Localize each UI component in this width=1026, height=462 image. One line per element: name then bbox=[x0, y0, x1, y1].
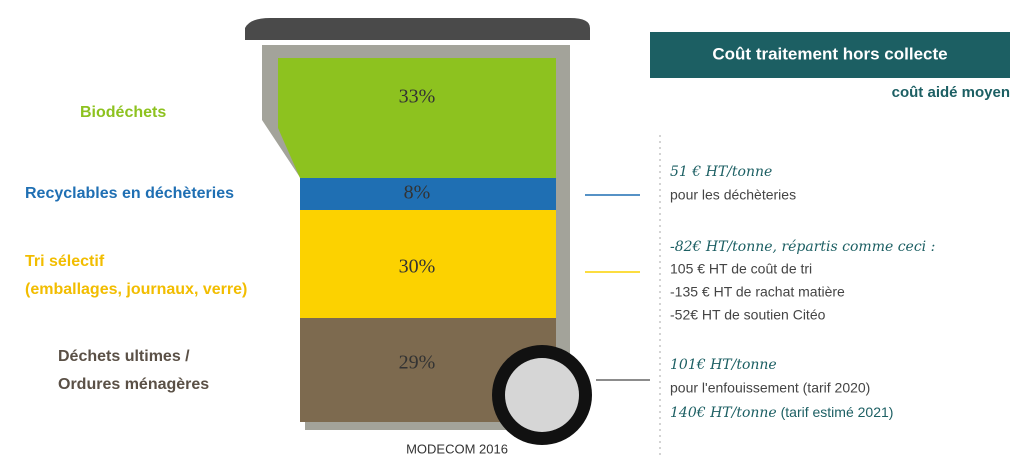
cost-line: pour les déchèteries bbox=[670, 187, 796, 203]
segment-label: Ordures ménagères bbox=[58, 376, 209, 393]
cost-headline: 51 € HT/tonne bbox=[670, 164, 772, 180]
segment-label: Biodéchets bbox=[80, 104, 166, 121]
cost-line: -135 € HT de rachat matière bbox=[670, 284, 845, 300]
header-box bbox=[650, 32, 1010, 78]
source: MODECOM 2016 bbox=[406, 441, 508, 456]
percent: 8% bbox=[404, 182, 431, 204]
segment-tri bbox=[300, 210, 556, 318]
header-title: Coût traitement hors collecte bbox=[712, 44, 947, 63]
segment-biodechets bbox=[278, 58, 556, 178]
cost-line: -52€ HT de soutien Citéo bbox=[670, 307, 826, 323]
cost-line: 140€ HT/tonne (tarif estimé 2021) bbox=[670, 404, 893, 421]
cost-headline: -82€ HT/tonne, répartis comme ceci : bbox=[670, 239, 935, 255]
percent: 29% bbox=[399, 352, 436, 374]
segment-label: Déchets ultimes / bbox=[58, 348, 190, 365]
percent: 33% bbox=[399, 86, 436, 108]
percent: 30% bbox=[399, 256, 436, 278]
wheel-hub bbox=[505, 358, 579, 432]
segment-label: Recyclables en déchèteries bbox=[25, 185, 234, 202]
header-subtitle: coût aidé moyen bbox=[892, 84, 1010, 101]
cost-line: pour l'enfouissement (tarif 2020) bbox=[670, 380, 870, 396]
cost-line: 105 € HT de coût de tri bbox=[670, 261, 812, 277]
segment-label: Tri sélectif bbox=[25, 253, 105, 270]
segment-label: (emballages, journaux, verre) bbox=[25, 281, 247, 298]
cost-headline: 101€ HT/tonne bbox=[670, 357, 777, 373]
segment-recyclables bbox=[300, 178, 556, 210]
cost-headline: 140€ HT/tonne bbox=[670, 405, 777, 421]
bin-lid bbox=[245, 18, 590, 40]
cost-note: (tarif estimé 2021) bbox=[777, 404, 894, 420]
